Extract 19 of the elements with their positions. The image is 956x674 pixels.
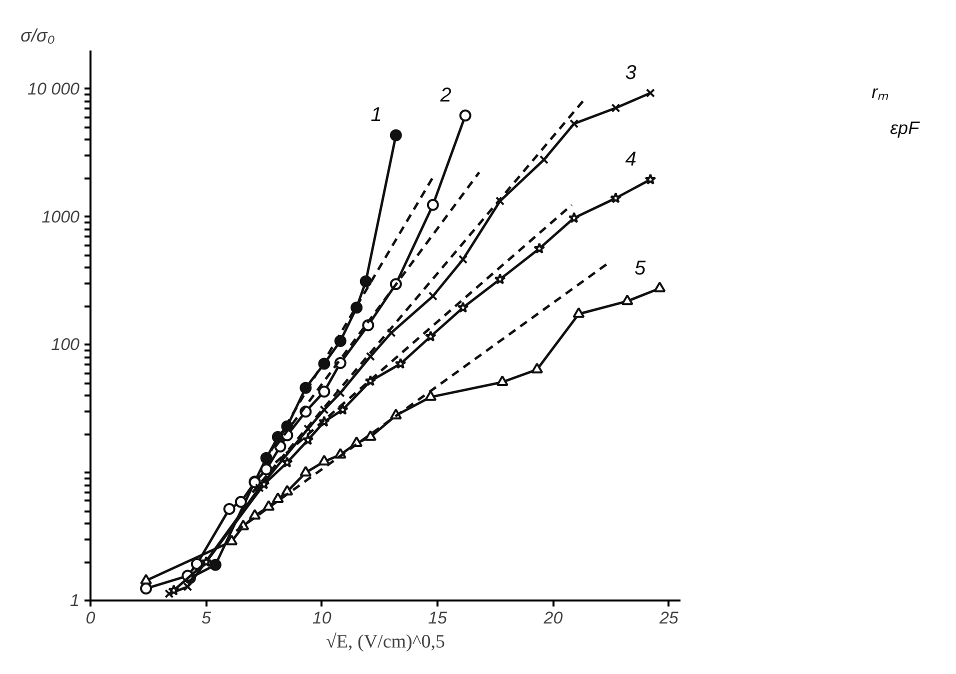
series-label: 3 <box>625 62 636 84</box>
x-tick-label: 5 <box>201 608 212 628</box>
y-tick-label: 10 000 <box>28 79 80 98</box>
x-tick-label: 25 <box>658 608 679 628</box>
y-tick-label: 1 <box>70 591 80 610</box>
x-axis-title: √E, (V/cm)^0,5 <box>326 632 446 652</box>
x-tick-label: 15 <box>428 608 448 628</box>
series-label: 2 <box>439 84 452 107</box>
x-tick-label: 0 <box>86 608 96 628</box>
series-label: 5 <box>634 257 647 280</box>
x-tick-label: 20 <box>542 608 564 628</box>
text: rₘ <box>872 82 889 102</box>
y-tick-label: 100 <box>51 335 80 354</box>
text: εpF <box>890 118 920 138</box>
series-label: 1 <box>370 104 382 126</box>
series-label: 4 <box>625 148 636 170</box>
x-tick-label: 10 <box>312 608 332 628</box>
y-tick-label: 1000 <box>42 207 80 226</box>
y-axis-title: σ/σ₀ <box>20 26 56 46</box>
